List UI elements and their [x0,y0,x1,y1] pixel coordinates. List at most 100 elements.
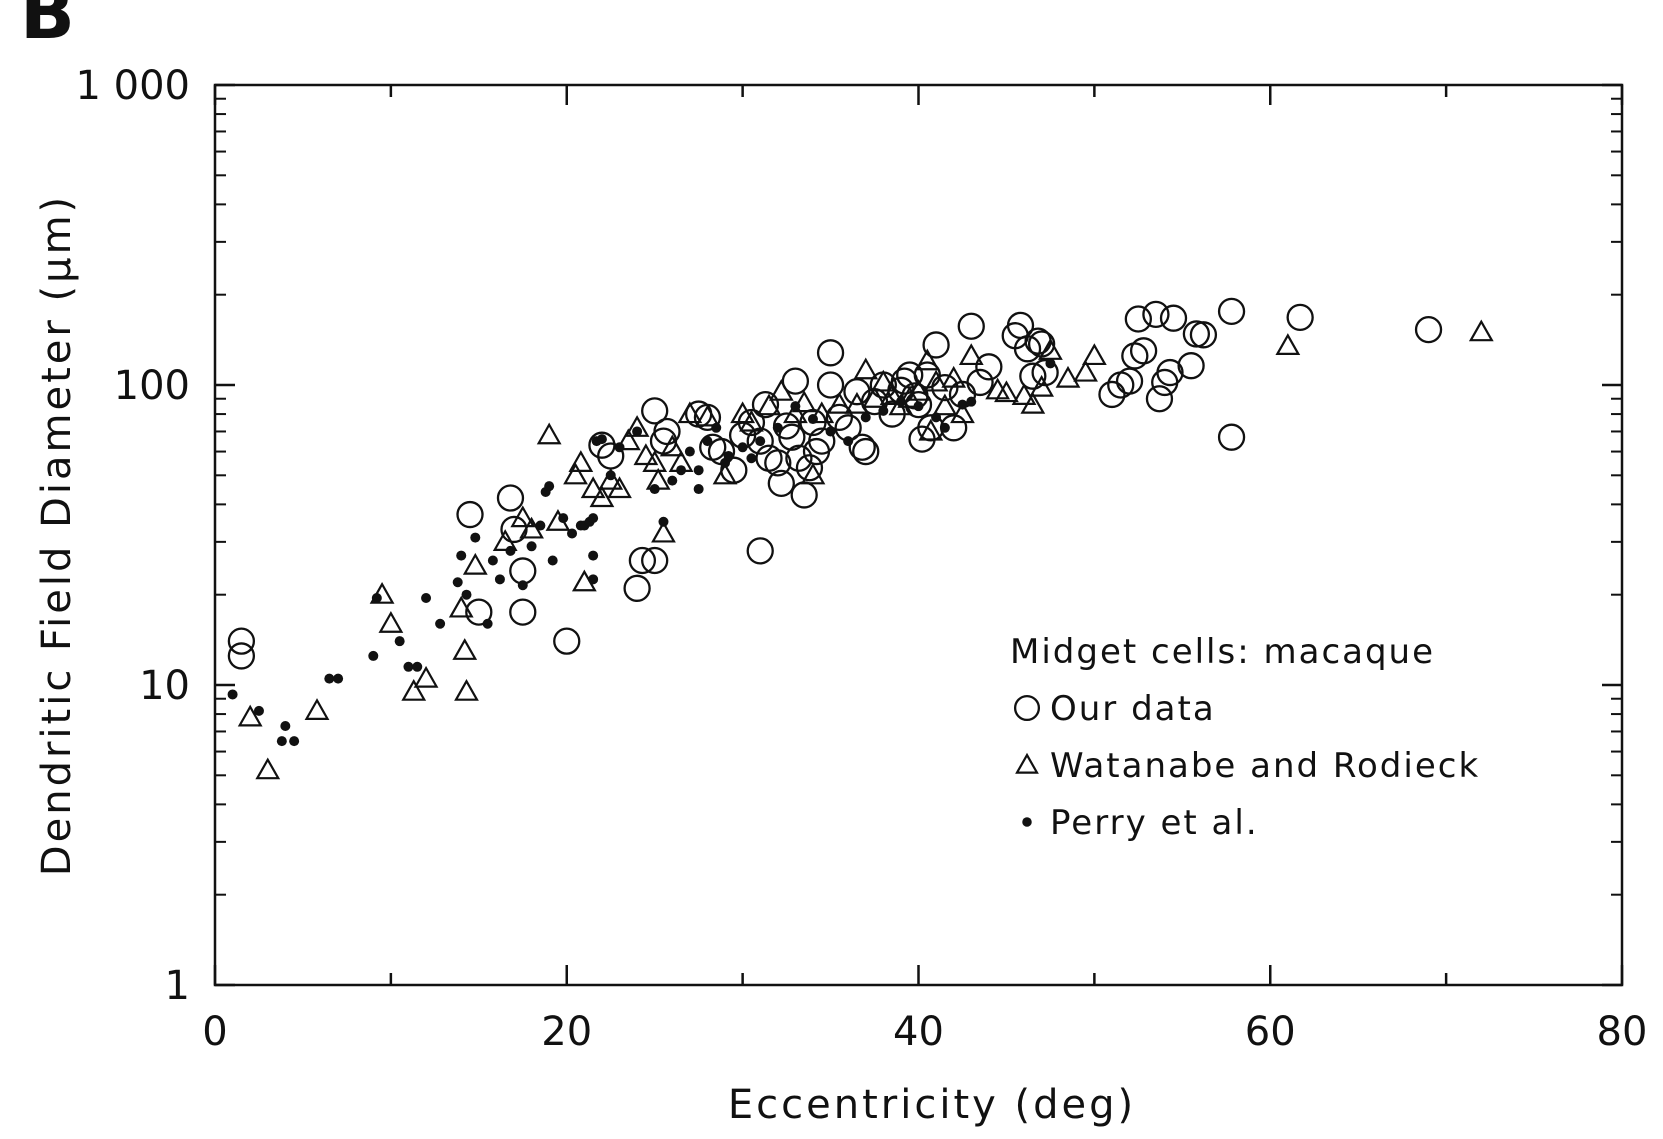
triangle-point [539,425,560,444]
circle-point [510,600,535,625]
circle-point [1416,317,1441,342]
dot-point [966,397,976,407]
dot-point [421,593,431,603]
circle-point [959,314,984,339]
circle-point [229,643,254,668]
dot-point [606,470,616,480]
y-tick-label: 10 [139,663,190,709]
dot-point [333,674,343,684]
dot-point [746,453,756,463]
circle-point [1147,386,1172,411]
plot-frame [215,85,1622,985]
dot-point [773,423,783,433]
dot-point [368,651,378,661]
triangle-point [380,613,401,632]
dot-point [957,400,967,410]
dot-point [940,423,950,433]
dot-point [548,556,558,566]
dot-point [685,447,695,457]
dot-point [412,662,422,672]
series-watanabe-and-rodieck [240,322,1492,779]
legend-entry-label: Perry et al. [1050,803,1259,843]
x-axis-ticks: 0 20 40 60 80 [202,85,1647,1055]
circle-point [1117,369,1142,394]
dot-point [544,481,554,491]
dot-point [790,401,800,411]
circle-point [229,629,254,654]
dot-point [711,423,721,433]
dot-point [453,577,463,587]
dot-point [527,541,537,551]
legend: Midget cells: macaque Our dataWatanabe a… [1010,632,1480,843]
dot-point [488,556,498,566]
dot-point [1045,358,1055,368]
circle-point [797,455,822,480]
dot-point [588,513,598,523]
triangle-point [1084,345,1105,364]
circle-point [748,538,773,563]
dot-point [843,436,853,446]
x-tick-label: 60 [1245,1009,1296,1055]
circle-point [976,354,1001,379]
dot-point [702,436,712,446]
dot-point [694,484,704,494]
triangle-point [1277,335,1298,354]
circle-point [924,332,949,357]
dot-point [456,551,466,561]
dot-point [403,662,413,672]
dot-point [280,721,290,731]
circle-point [1219,299,1244,324]
circle-point [498,486,523,511]
legend-entry-label: Our data [1050,689,1216,729]
dot-point [277,736,287,746]
triangle-point [1471,322,1492,341]
legend-marker-open-triangle [1017,755,1037,773]
dot-point [676,465,686,475]
circle-point [1179,353,1204,378]
dot-point [826,426,836,436]
dot-point [567,528,577,538]
panel-label: B [20,0,75,55]
triangle-point [454,640,475,659]
triangle-point [465,555,486,574]
dot-point [470,533,480,543]
dot-point [324,674,334,684]
dot-point [808,414,818,424]
circle-point [1122,343,1147,368]
legend-marker-open-circle [1015,696,1039,720]
y-tick-label: 1 [165,963,190,1009]
dot-point [896,397,906,407]
dot-point [931,412,941,422]
y-tick-label: 100 [114,363,190,409]
dot-point [615,442,625,452]
circle-point [1161,306,1186,331]
circle-point [968,370,993,395]
circle-point [792,482,817,507]
x-tick-label: 0 [202,1009,227,1055]
dot-point [483,619,493,629]
circle-point [1219,425,1244,450]
circle-point [625,576,650,601]
triangle-point [307,700,328,719]
data-points [228,299,1492,778]
x-tick-label: 80 [1597,1009,1648,1055]
legend-marker-filled-dot [1022,817,1032,827]
series-our-data [229,299,1441,669]
dot-point [914,401,924,411]
triangle-point [565,465,586,484]
x-tick-label: 20 [541,1009,592,1055]
dot-point [518,580,528,590]
dot-point [724,451,734,461]
dot-point [650,484,660,494]
legend-title: Midget cells: macaque [1010,632,1435,672]
triangle-point [403,681,424,700]
series-perry-et-al- [228,358,1056,746]
dot-point [632,426,642,436]
dot-point [435,619,445,629]
dot-point [289,736,299,746]
dot-point [505,546,515,556]
plot-border [215,85,1622,985]
y-axis-ticks: 1 10 100 1 000 [75,63,1622,1009]
circle-point [1131,338,1156,363]
dot-point [878,406,888,416]
